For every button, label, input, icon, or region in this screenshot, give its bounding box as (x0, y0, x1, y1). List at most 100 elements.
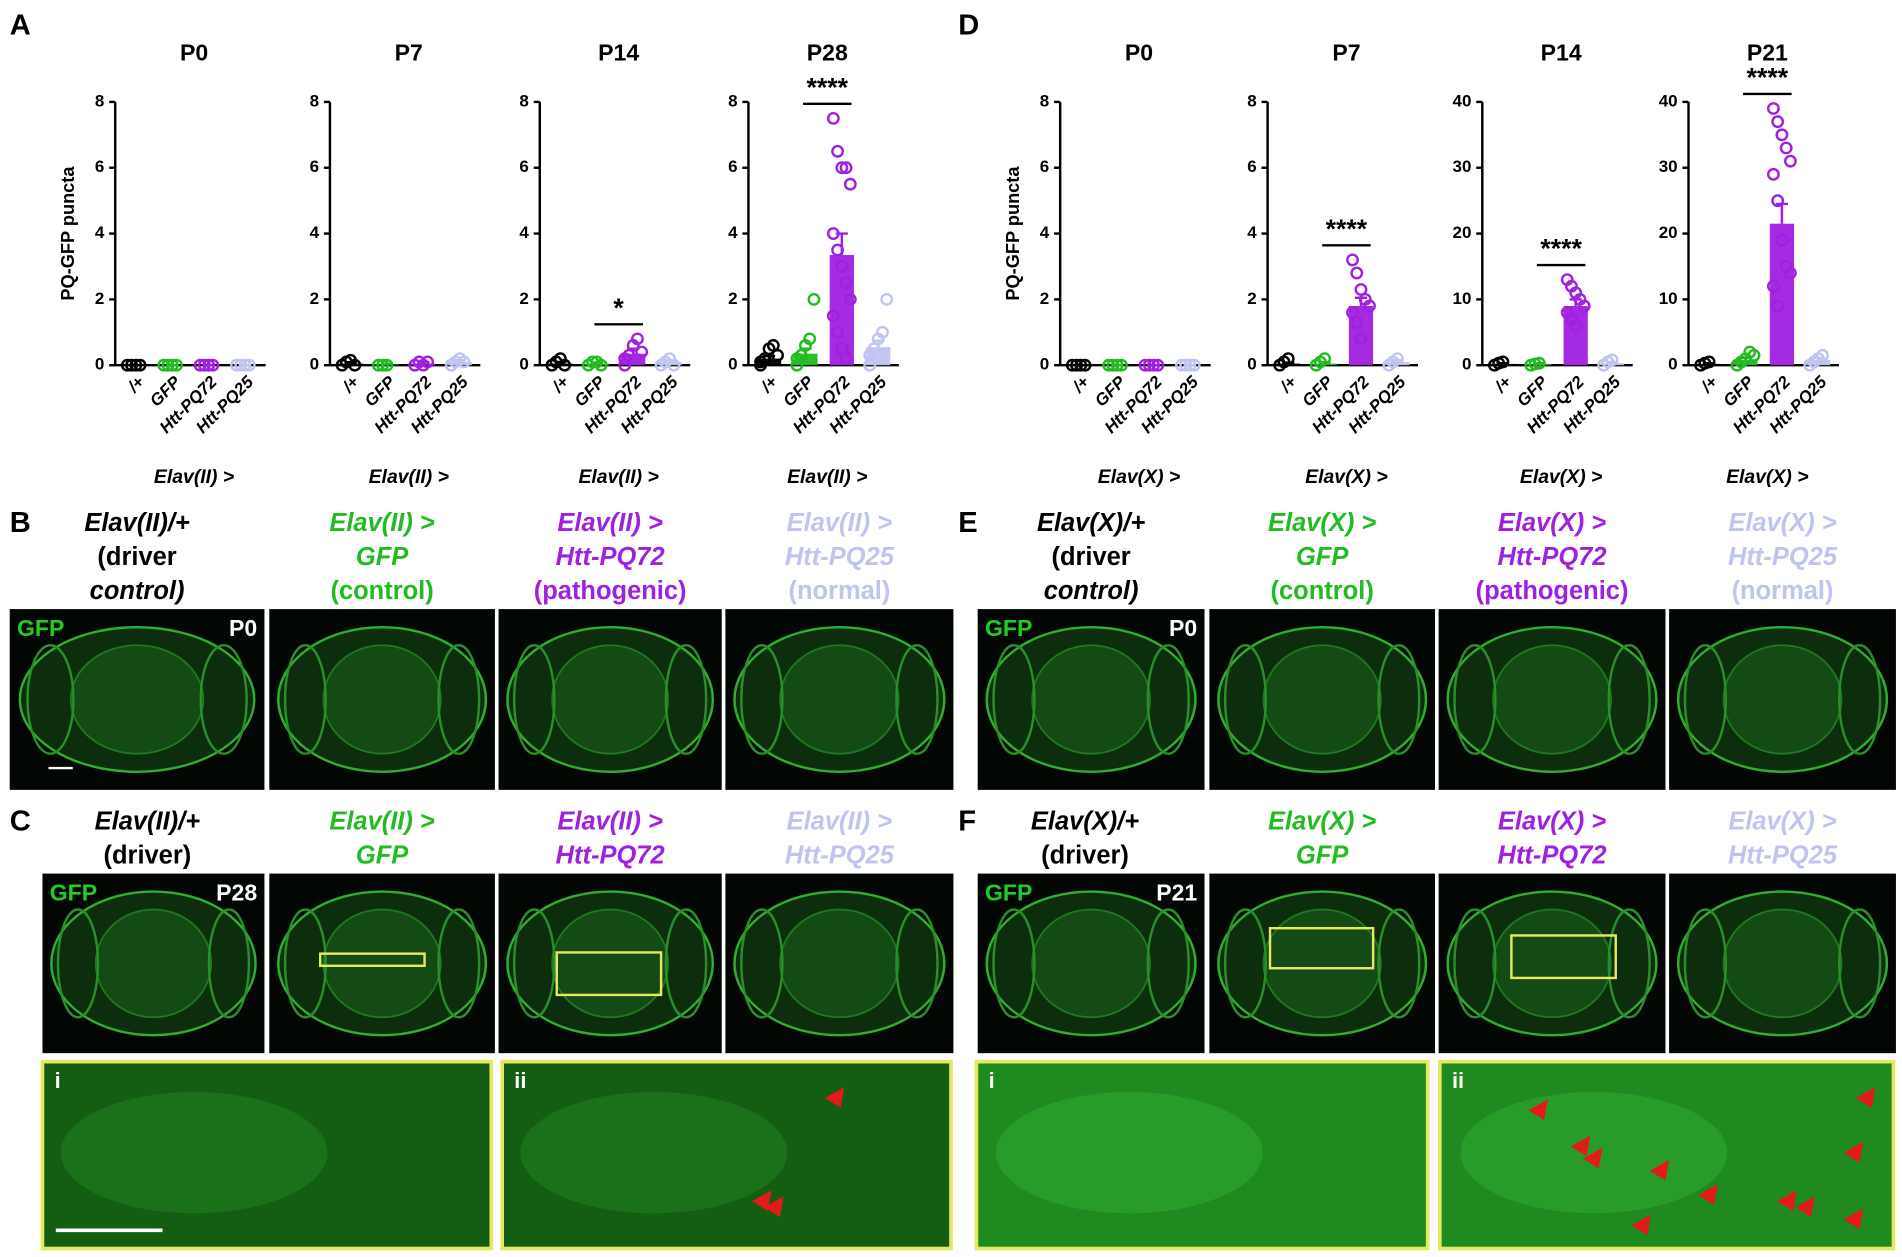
data-point (1771, 115, 1785, 129)
optic-lobe (283, 908, 327, 1019)
data-point (839, 161, 853, 175)
data-point (1102, 358, 1116, 372)
genotype-label: control) (1044, 577, 1139, 605)
arrowhead (1649, 1159, 1670, 1181)
genotype-label: control) (90, 577, 185, 605)
bar (1348, 305, 1374, 366)
data-point (880, 292, 894, 306)
data-point (635, 345, 649, 359)
data-point (1577, 299, 1591, 313)
zoom-box (319, 952, 426, 968)
data-point (835, 260, 849, 273)
data-point (1110, 358, 1124, 372)
chart-title: P14 (598, 40, 639, 66)
y-tick-label: 10 (1453, 289, 1472, 308)
significance-label: **** (1540, 234, 1582, 264)
data-point (125, 358, 139, 372)
data-point (839, 276, 853, 290)
optic-lobe (895, 908, 939, 1019)
data-point (839, 352, 853, 366)
brain-central (1262, 644, 1382, 755)
genotype-label: GFP (1296, 543, 1349, 571)
data-point (558, 358, 572, 372)
data-point (826, 309, 840, 323)
arrowhead (752, 1190, 772, 1211)
data-point (876, 325, 889, 339)
genotype-label: Elav(X) > (1498, 509, 1606, 537)
y-axis-label: PQ-GFP puncta (1003, 166, 1023, 301)
brain-central (1722, 644, 1843, 755)
x-axis-label: Elav(II) > (154, 466, 234, 488)
data-point (754, 355, 767, 369)
optic-lobe (1377, 644, 1421, 755)
x-axis-label: Elav(X) > (1520, 466, 1603, 488)
y-tick-label: 6 (310, 157, 319, 176)
arrowhead (1698, 1184, 1718, 1205)
stain-label: GFP (17, 615, 64, 641)
data-point (1147, 358, 1161, 372)
significance-label: **** (1326, 214, 1368, 244)
x-tick-label: /+ (123, 372, 148, 397)
brain-central (1492, 644, 1612, 755)
y-tick-label: 2 (310, 289, 319, 308)
genotype-label: (driver (97, 543, 176, 571)
brain-central (551, 908, 670, 1019)
y-tick-label: 0 (519, 355, 528, 374)
stain-label: GFP (985, 879, 1032, 905)
brain-central (322, 908, 442, 1019)
data-point (1142, 358, 1156, 372)
genotype-label: Elav(II) > (557, 509, 663, 537)
data-point (1496, 355, 1510, 369)
data-point (1816, 348, 1829, 362)
optic-lobe (664, 644, 708, 755)
y-tick-label: 8 (728, 91, 737, 110)
optic-lobe (740, 644, 784, 755)
arrowhead (1631, 1214, 1651, 1236)
optic-lobe (1683, 908, 1728, 1019)
data-point (1363, 299, 1376, 313)
data-point (1183, 358, 1197, 372)
data-point (831, 243, 845, 257)
genotype-label: Elav(X) > (1268, 509, 1376, 537)
data-point (1346, 253, 1359, 267)
data-point (1702, 355, 1716, 369)
genotype-label: (driver) (1041, 841, 1129, 869)
data-point (421, 355, 435, 369)
data-point (1078, 358, 1092, 372)
optic-lobe (992, 908, 1036, 1019)
data-point (1138, 358, 1152, 372)
optic-lobe (283, 644, 327, 755)
inset-structure (60, 1091, 328, 1214)
optic-lobe (740, 908, 784, 1019)
data-point (1783, 154, 1797, 168)
y-tick-label: 40 (1453, 91, 1472, 110)
optic-lobe (1683, 644, 1728, 755)
y-tick-label: 6 (728, 157, 737, 176)
y-tick-label: 4 (519, 223, 529, 242)
y-tick-label: 6 (95, 157, 104, 176)
data-point (1390, 352, 1404, 366)
data-point (1766, 279, 1780, 293)
x-tick-label: /+ (1276, 372, 1301, 397)
optic-lobe (1453, 908, 1497, 1019)
y-tick-label: 4 (310, 223, 320, 242)
y-tick-label: 2 (95, 289, 104, 308)
arrowhead (1843, 1141, 1864, 1163)
optic-lobe (512, 644, 556, 755)
data-point (380, 358, 394, 372)
data-point (1187, 358, 1201, 372)
y-tick-label: 0 (728, 355, 737, 374)
age-label: P21 (1156, 879, 1197, 905)
chart-title: P0 (1125, 40, 1153, 66)
arrowhead (1582, 1147, 1603, 1169)
genotype-label: (pathogenic) (1476, 577, 1629, 605)
genotype-label: GFP (1296, 841, 1349, 869)
optic-lobe (1146, 644, 1190, 755)
arrowhead (764, 1196, 784, 1217)
data-point (1281, 352, 1295, 366)
x-tick-label: /+ (1068, 372, 1093, 397)
genotype-label: (normal) (1732, 577, 1834, 605)
data-point (1771, 194, 1785, 208)
inset-label: i (55, 1068, 61, 1093)
data-point (206, 358, 220, 372)
